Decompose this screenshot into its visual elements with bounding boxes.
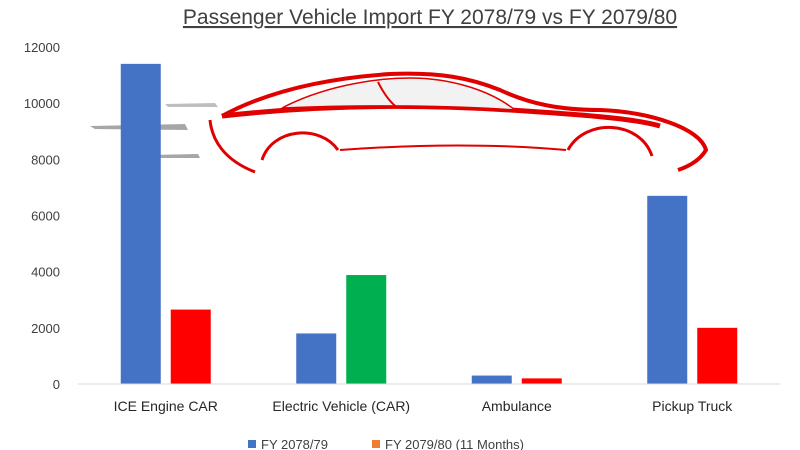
bar-fy-2078-79-2 bbox=[471, 375, 512, 384]
y-tick-label: 2000 bbox=[31, 321, 60, 336]
legend-swatch bbox=[372, 440, 380, 448]
x-category-label: Ambulance bbox=[482, 398, 552, 414]
legend-label: FY 2079/80 (11 Months) bbox=[385, 437, 524, 450]
y-tick-label: 4000 bbox=[31, 265, 60, 280]
x-category-label: Pickup Truck bbox=[652, 398, 733, 414]
legend-label: FY 2078/79 bbox=[261, 437, 328, 450]
x-category-label: ICE Engine CAR bbox=[114, 398, 218, 414]
y-axis: 0 2000 4000 6000 8000 10000 12000 bbox=[24, 40, 60, 392]
legend-swatch bbox=[248, 440, 256, 448]
legend: FY 2078/79 FY 2079/80 (11 Months) bbox=[248, 437, 524, 450]
bar-fy-2078-79-1 bbox=[296, 333, 337, 384]
y-tick-label: 6000 bbox=[31, 209, 60, 224]
car-silhouette-icon bbox=[90, 71, 709, 174]
y-tick-label: 0 bbox=[53, 377, 60, 392]
y-tick-label: 10000 bbox=[24, 96, 60, 111]
chart-title: Passenger Vehicle Import FY 2078/79 vs F… bbox=[183, 6, 677, 29]
bar-fy-2078-79-3 bbox=[647, 195, 688, 384]
y-tick-label: 8000 bbox=[31, 152, 60, 167]
bar-fy-2078-79-0 bbox=[120, 63, 161, 384]
x-axis-labels: ICE Engine CAR Electric Vehicle (CAR) Ambu… bbox=[114, 398, 734, 414]
bar-fy-2079-80-0 bbox=[170, 309, 211, 384]
y-tick-label: 12000 bbox=[24, 40, 60, 55]
x-category-label: Electric Vehicle (CAR) bbox=[272, 398, 410, 414]
bars-group bbox=[120, 63, 738, 384]
bar-fy-2079-80-1 bbox=[346, 275, 387, 384]
bar-fy-2079-80-2 bbox=[521, 378, 562, 384]
bar-fy-2079-80-3 bbox=[697, 327, 738, 384]
